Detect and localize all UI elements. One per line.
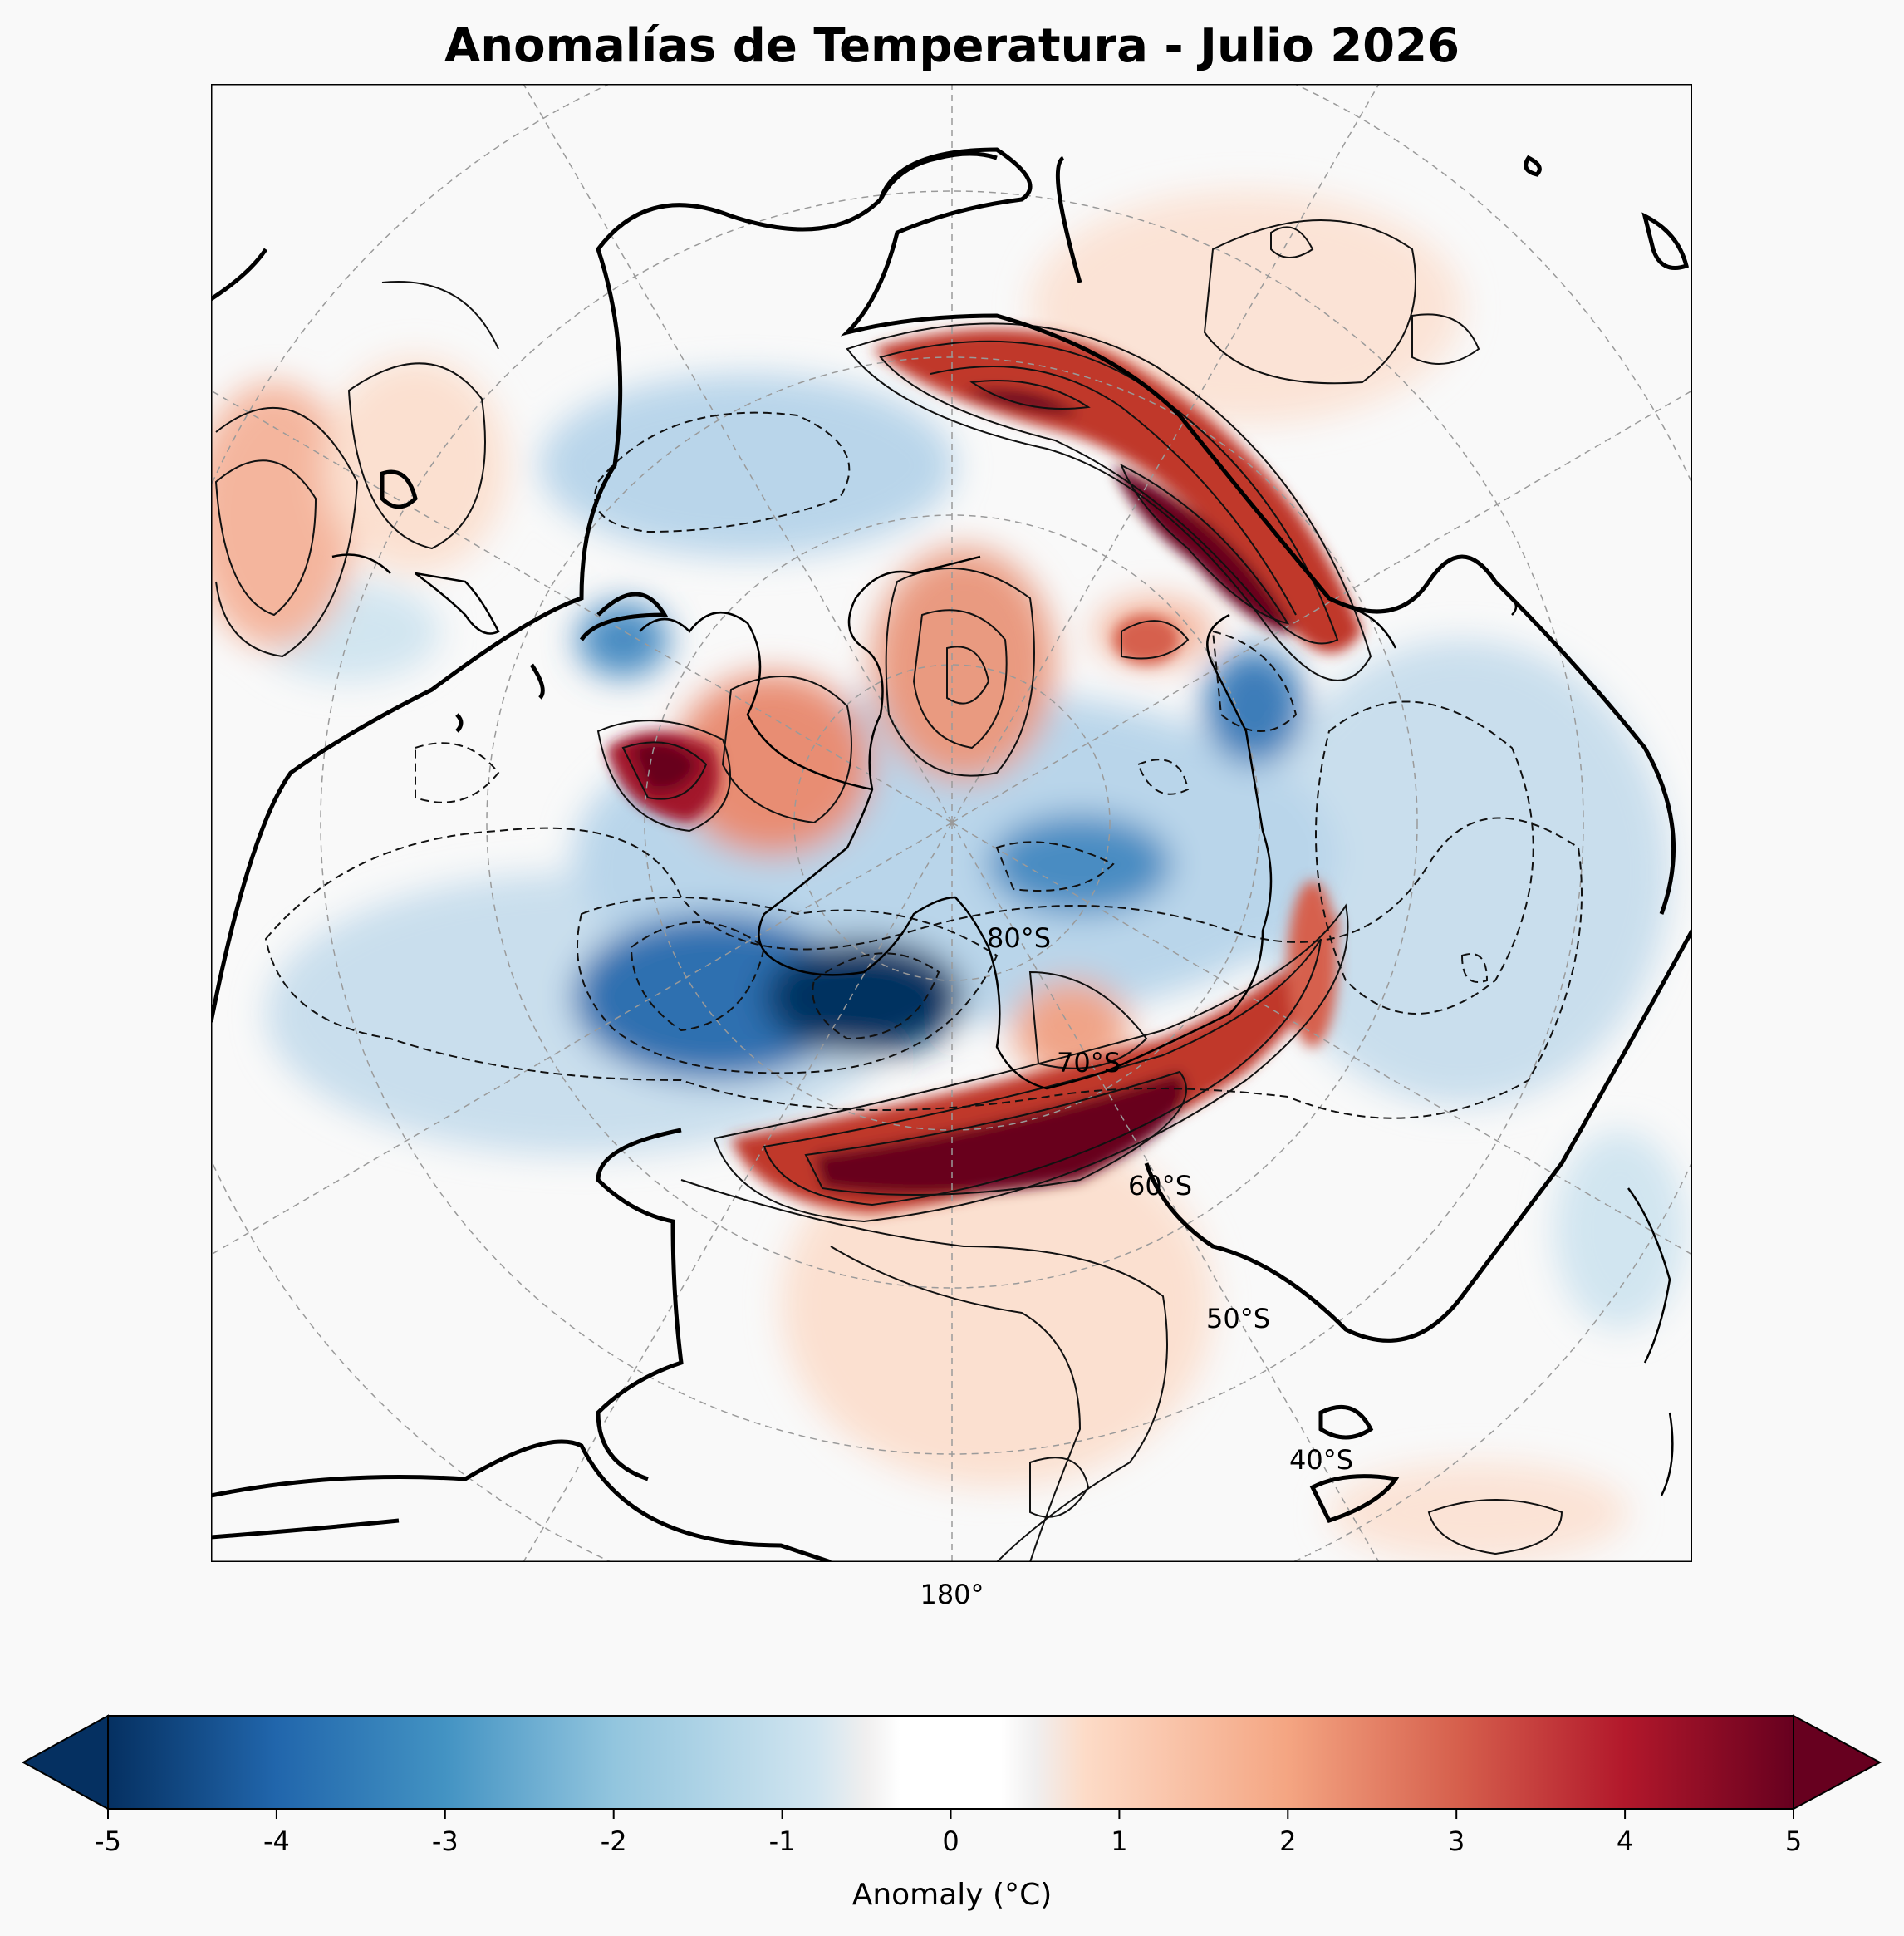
anomaly-map — [211, 84, 1692, 1562]
lat-label-50s: 50°S — [1206, 1303, 1270, 1334]
meridian-label: 180° — [920, 1579, 984, 1610]
colorbar-tick-label: -1 — [769, 1825, 796, 1857]
negative-contours — [264, 411, 1583, 1119]
colorbar-tick-label: -5 — [95, 1825, 121, 1857]
coastlines — [331, 553, 1674, 1496]
lat-label-80s: 80°S — [987, 922, 1051, 954]
zero-contours — [211, 147, 1692, 1562]
colorbar-tick-label: -4 — [263, 1825, 290, 1857]
colorbar-extend-high — [1793, 1714, 1882, 1811]
colorbar-ticks: -5 -4 -3 -2 -1 0 1 2 3 4 5 — [95, 1809, 1802, 1857]
positive-contours — [214, 219, 1563, 1562]
lat-label-70s: 70°S — [1057, 1047, 1121, 1079]
colorbar-tick-label: 1 — [1111, 1825, 1127, 1857]
colorbar-body — [107, 1715, 1794, 1810]
colorbar-extend-low — [21, 1714, 109, 1811]
anomaly-field — [211, 191, 1686, 1562]
graticule — [211, 84, 1692, 1562]
colorbar-tick-label: 2 — [1279, 1825, 1296, 1857]
colorbar-tick-label: -2 — [601, 1825, 627, 1857]
colorbar-tick-label: 4 — [1617, 1825, 1633, 1857]
lat-label-40s: 40°S — [1289, 1444, 1353, 1476]
colorbar-tick-label: -3 — [432, 1825, 459, 1857]
colorbar-tick-label: 3 — [1448, 1825, 1465, 1857]
colorbar-label: Anomaly (°C) — [852, 1878, 1053, 1912]
colorbar-tick-label: 5 — [1785, 1825, 1802, 1857]
colorbar-tick-label: 0 — [942, 1825, 959, 1857]
colorbar: -5 -4 -3 -2 -1 0 1 2 3 4 5 Anomaly (°C) — [21, 1714, 1882, 1912]
lat-label-60s: 60°S — [1128, 1170, 1192, 1201]
map-title: Anomalías de Temperatura - Julio 2026 — [444, 19, 1460, 73]
